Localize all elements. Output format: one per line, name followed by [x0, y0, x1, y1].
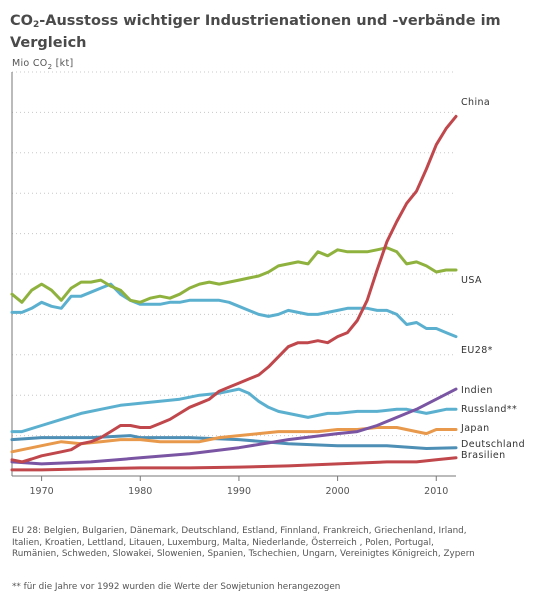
russia-footnote: ** für die Jahre vor 1992 wurden die Wer…	[12, 582, 341, 592]
series-label-usa: USA	[461, 275, 482, 286]
series-line-japan	[10, 426, 458, 454]
series-line-indien	[10, 387, 458, 466]
y-axis-unit-label: Mio CO2 [kt]	[12, 58, 74, 71]
series-line-china	[10, 114, 458, 464]
x-tick-label: 2010	[424, 486, 448, 497]
eu28-footnote: EU 28: Belgien, Bulgarien, Dänemark, Deu…	[12, 526, 475, 559]
series-label-china: China	[461, 97, 490, 108]
series-line-russland	[10, 387, 458, 434]
series-line-eu28	[10, 282, 458, 339]
x-tick-label: 1980	[128, 486, 152, 497]
series-label-eu28: EU28*	[461, 345, 493, 356]
series-line-usa	[10, 246, 458, 304]
series-line-brasilien	[10, 456, 458, 472]
series-label-japan: Japan	[460, 423, 490, 434]
x-tick-label: 2000	[326, 486, 350, 497]
series-label-russland: Russland**	[461, 404, 517, 415]
series-label-deutschland: Deutschland	[461, 439, 525, 450]
chart-title: CO2-Ausstoss wichtiger Industrienationen…	[10, 13, 501, 51]
series-label-indien: Indien	[461, 385, 493, 396]
x-tick-label: 1990	[227, 486, 251, 497]
line-chart: 1970 1980 1990 2000 2010 China USA EU28* Indien R…	[10, 71, 525, 497]
x-tick-label: 1970	[30, 486, 54, 497]
series-label-brasilien: Brasilien	[461, 450, 506, 461]
